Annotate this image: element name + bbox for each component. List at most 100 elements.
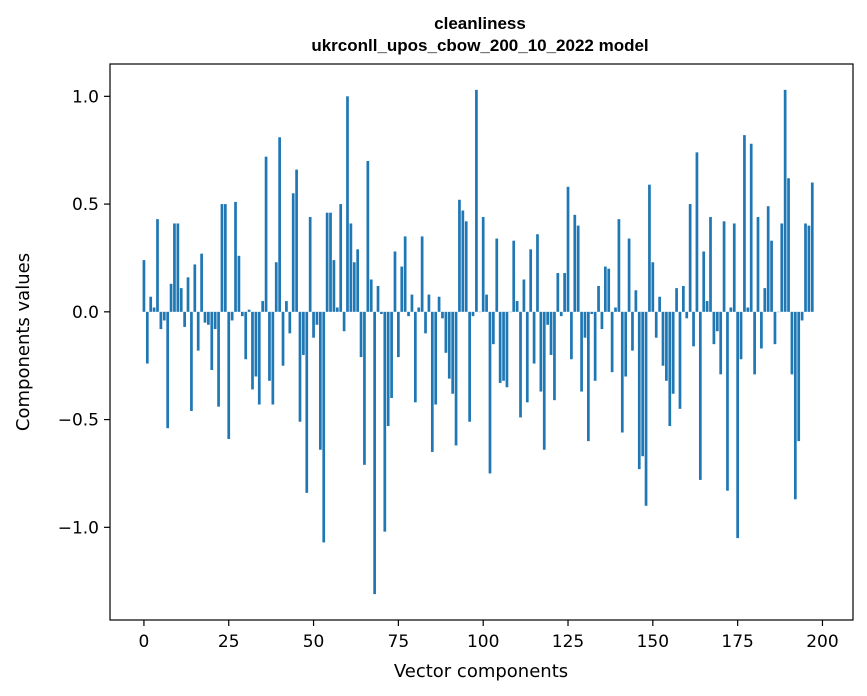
bar-70 <box>380 311 383 314</box>
bar-158 <box>678 311 682 409</box>
bar-180 <box>753 311 756 375</box>
bar-145 <box>634 290 638 312</box>
bar-160 <box>685 311 689 319</box>
bar-41 <box>281 311 285 366</box>
bar-46 <box>298 311 302 422</box>
x-tick-label: 0 <box>139 632 150 652</box>
bar-163 <box>695 152 699 312</box>
bar-112 <box>522 279 526 312</box>
bar-136 <box>603 266 607 312</box>
bar-13 <box>186 277 190 312</box>
bar-178 <box>746 307 750 312</box>
bar-115 <box>532 311 536 364</box>
bar-192 <box>793 311 797 500</box>
bar-73 <box>390 311 393 399</box>
bar-77 <box>403 236 407 312</box>
bar-37 <box>268 311 271 381</box>
bar-114 <box>529 249 533 312</box>
bar-12 <box>183 311 186 327</box>
bar-50 <box>312 311 315 338</box>
bar-19 <box>207 311 210 325</box>
y-axis-label: Components values <box>13 253 34 431</box>
bar-123 <box>559 311 563 317</box>
bar-55 <box>329 212 332 312</box>
bar-102 <box>488 311 492 474</box>
bar-1 <box>145 311 149 364</box>
bar-134 <box>597 285 600 312</box>
bar-120 <box>549 311 553 355</box>
bar-82 <box>420 236 424 312</box>
bar-28 <box>237 255 241 312</box>
bar-39 <box>274 262 278 312</box>
y-tick-label: −1.0 <box>58 518 99 538</box>
bar-76 <box>400 266 404 312</box>
bar-54 <box>325 212 329 312</box>
bar-173 <box>729 307 733 312</box>
bar-35 <box>261 301 265 312</box>
bar-155 <box>668 311 672 427</box>
bar-146 <box>637 311 641 470</box>
bar-181 <box>756 217 760 312</box>
bar-142 <box>624 311 628 377</box>
bar-176 <box>739 311 743 360</box>
bar-97 <box>471 311 475 317</box>
bar-165 <box>702 251 706 312</box>
bar-5 <box>159 311 163 330</box>
bar-23 <box>220 204 224 312</box>
bar-147 <box>641 311 645 457</box>
bar-31 <box>247 309 251 312</box>
bar-131 <box>587 311 590 442</box>
x-tick-label: 175 <box>721 632 753 652</box>
bar-149 <box>648 184 651 312</box>
x-tick-label: 25 <box>218 632 240 652</box>
bar-33 <box>254 311 258 377</box>
bar-36 <box>264 156 268 312</box>
bar-125 <box>566 186 570 312</box>
bar-109 <box>512 240 516 312</box>
bar-193 <box>797 311 801 442</box>
bar-59 <box>342 311 346 332</box>
bar-58 <box>339 204 343 312</box>
bar-68 <box>373 311 376 595</box>
bar-74 <box>393 251 397 312</box>
x-tick-label: 50 <box>303 632 325 652</box>
bar-14 <box>190 311 193 411</box>
bar-89 <box>444 311 448 353</box>
bar-104 <box>495 238 499 312</box>
bar-32 <box>251 311 254 390</box>
bar-56 <box>332 260 336 312</box>
bar-132 <box>590 311 594 314</box>
bar-116 <box>536 234 539 312</box>
bar-83 <box>424 311 427 334</box>
bar-126 <box>570 311 573 360</box>
bar-169 <box>715 311 719 332</box>
bar-140 <box>617 219 621 312</box>
bar-40 <box>278 137 281 312</box>
bar-138 <box>610 311 614 373</box>
bar-38 <box>271 311 275 405</box>
bar-152 <box>658 296 661 312</box>
bar-94 <box>461 210 465 312</box>
bar-6 <box>162 311 166 321</box>
bar-62 <box>352 262 356 312</box>
bar-148 <box>644 311 648 506</box>
bar-47 <box>302 311 305 355</box>
bar-171 <box>722 221 726 312</box>
bar-78 <box>407 311 410 317</box>
bar-196 <box>807 225 811 312</box>
bars-group <box>142 89 814 595</box>
x-axis-label: Vector components <box>394 661 568 682</box>
bar-4 <box>156 219 159 312</box>
bar-45 <box>295 169 298 312</box>
bar-144 <box>631 311 634 351</box>
bar-106 <box>502 311 505 381</box>
bar-24 <box>223 204 227 312</box>
bar-64 <box>359 311 363 358</box>
bar-191 <box>790 311 794 375</box>
bar-15 <box>193 264 197 312</box>
bar-42 <box>285 301 288 312</box>
bar-60 <box>346 96 349 312</box>
bar-135 <box>600 311 604 330</box>
bar-141 <box>620 311 624 433</box>
bar-87 <box>437 296 441 312</box>
